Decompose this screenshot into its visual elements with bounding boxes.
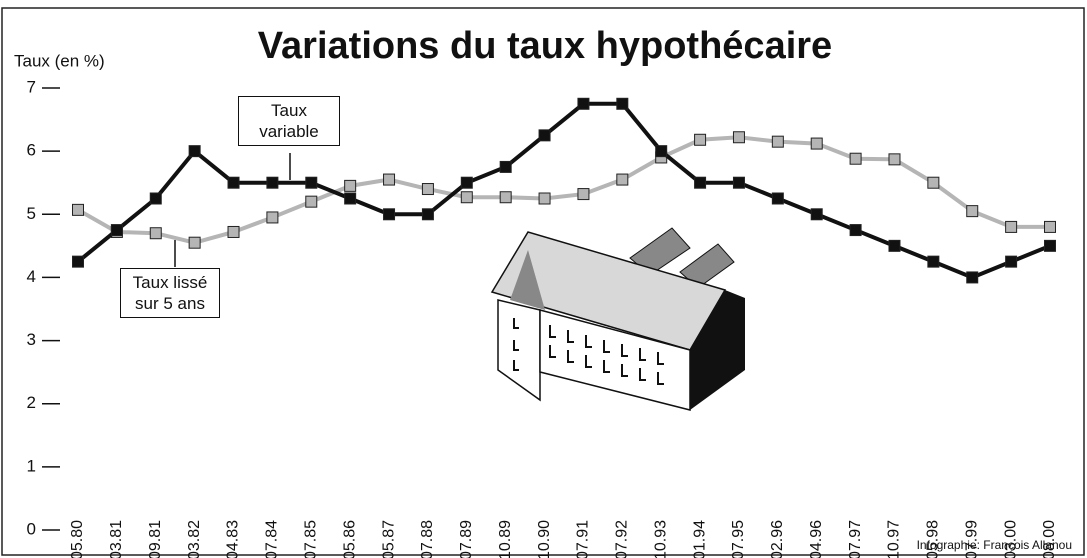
x-tick-label: 01.07.92 (614, 520, 631, 558)
point-marker (73, 256, 84, 267)
point-marker (306, 177, 317, 188)
x-tick-label: 01.05.86 (341, 520, 358, 558)
x-tick-label: 01.03.81 (108, 520, 125, 558)
page: Variations du taux hypothécaire Taux (en… (0, 0, 1087, 558)
point-marker (189, 146, 200, 157)
point-marker (695, 134, 706, 145)
y-tick-label: 6 (27, 141, 36, 160)
point-marker (578, 98, 589, 109)
x-tick-label: 01.10.97 (886, 520, 903, 558)
x-tick-label: 01.04.83 (225, 520, 242, 558)
point-marker (422, 184, 433, 195)
point-marker (267, 212, 278, 223)
point-marker (928, 177, 939, 188)
x-tick-label: 01.07.91 (575, 520, 592, 558)
x-tick-label: 01.07.88 (419, 520, 436, 558)
point-marker (345, 180, 356, 191)
point-marker (772, 193, 783, 204)
point-marker (811, 209, 822, 220)
point-marker (656, 146, 667, 157)
point-marker (967, 206, 978, 217)
point-marker (695, 177, 706, 188)
point-marker (733, 177, 744, 188)
point-marker (1006, 221, 1017, 232)
x-tick-label: 01.10.89 (497, 520, 514, 558)
point-marker (384, 174, 395, 185)
point-marker (578, 189, 589, 200)
point-marker (617, 174, 628, 185)
series-callout: Taux variable (238, 96, 340, 146)
chart-title: Variations du taux hypothécaire (258, 25, 832, 67)
y-axis-label: Taux (en %) (14, 51, 105, 70)
point-marker (422, 209, 433, 220)
x-tick-label: 01.03.82 (186, 520, 203, 558)
point-marker (111, 225, 122, 236)
point-marker (850, 225, 861, 236)
y-tick-label: 1 (27, 456, 36, 475)
point-marker (617, 98, 628, 109)
series-callout: Taux lissé sur 5 ans (120, 268, 220, 318)
point-marker (1006, 256, 1017, 267)
point-marker (928, 256, 939, 267)
point-marker (267, 177, 278, 188)
series-line (78, 137, 1050, 242)
point-marker (150, 193, 161, 204)
point-marker (73, 204, 84, 215)
x-tick-label: 01.03.00 (1002, 520, 1019, 558)
point-marker (889, 154, 900, 165)
x-tick-label: 01.07.85 (302, 520, 319, 558)
point-marker (384, 209, 395, 220)
x-tick-label: 01.05.80 (69, 520, 86, 558)
y-tick-label: 5 (27, 204, 36, 223)
building-illustration (492, 228, 745, 410)
y-tick-label: 3 (27, 330, 36, 349)
point-marker (539, 130, 550, 141)
point-marker (539, 193, 550, 204)
point-marker (772, 136, 783, 147)
x-tick-label: 01.07.95 (730, 520, 747, 558)
x-tick-label: 01.04.96 (808, 520, 825, 558)
point-marker (850, 153, 861, 164)
y-tick-label: 0 (27, 519, 36, 538)
x-tick-label: 01.07.99 (963, 520, 980, 558)
point-marker (228, 177, 239, 188)
point-marker (1045, 221, 1056, 232)
y-tick-label: 7 (27, 77, 36, 96)
point-marker (967, 272, 978, 283)
x-tick-label: 01.07.97 (847, 520, 864, 558)
point-marker (733, 132, 744, 143)
x-tick-label: 01.01.94 (691, 520, 708, 558)
point-marker (500, 161, 511, 172)
point-marker (189, 237, 200, 248)
x-tick-label: 01.08.00 (1041, 520, 1058, 558)
x-tick-label: 01.09.81 (147, 520, 164, 558)
point-marker (150, 228, 161, 239)
x-tick-label: 01.10.93 (652, 520, 669, 558)
x-tick-label: 01.05.98 (925, 520, 942, 558)
point-marker (461, 177, 472, 188)
point-marker (500, 192, 511, 203)
point-marker (345, 193, 356, 204)
point-marker (228, 226, 239, 237)
point-marker (461, 192, 472, 203)
point-marker (889, 240, 900, 251)
x-tick-label: 01.02.96 (769, 520, 786, 558)
y-tick-label: 4 (27, 267, 36, 286)
x-tick-label: 01.07.89 (458, 520, 475, 558)
x-tick-label: 01.10.90 (536, 520, 553, 558)
point-marker (811, 138, 822, 149)
y-tick-label: 2 (27, 393, 36, 412)
point-marker (306, 196, 317, 207)
point-marker (1045, 240, 1056, 251)
x-tick-label: 01.05.87 (380, 520, 397, 558)
x-tick-label: 01.07.84 (264, 520, 281, 558)
